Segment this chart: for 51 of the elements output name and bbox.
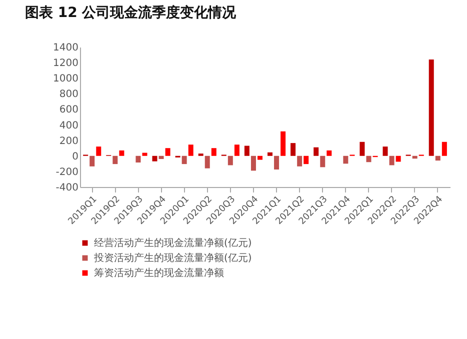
bar	[119, 150, 124, 156]
bar	[204, 156, 210, 168]
bar	[267, 152, 272, 156]
bar	[435, 156, 440, 161]
bar	[258, 156, 263, 160]
bar	[326, 150, 332, 156]
bar	[343, 156, 348, 164]
bar	[152, 156, 158, 162]
bar	[396, 156, 401, 162]
y-tick-label: 0	[72, 151, 78, 162]
y-tick-label: -200	[56, 166, 78, 178]
bar	[274, 156, 280, 170]
bar	[412, 156, 418, 159]
bar	[250, 156, 256, 171]
bar	[188, 144, 194, 156]
bar	[136, 156, 141, 162]
bar	[320, 156, 326, 168]
legend-label: 投资活动产生的现金流量净额(亿元)	[93, 252, 252, 264]
bar	[382, 146, 388, 156]
bar	[244, 146, 250, 156]
y-tick-label: 400	[59, 120, 78, 132]
bar	[366, 156, 372, 162]
bar	[234, 144, 240, 156]
bar	[442, 142, 447, 156]
bar	[165, 148, 170, 156]
bar	[112, 156, 118, 164]
y-tick-label: 1000	[53, 74, 78, 85]
y-tick-label: 600	[59, 104, 78, 116]
bar	[90, 156, 95, 166]
bar	[142, 152, 148, 156]
bar	[428, 59, 434, 156]
bar	[280, 131, 286, 156]
y-tick-label: 1400	[53, 42, 78, 54]
bar	[182, 156, 187, 164]
bar	[211, 148, 216, 156]
bar	[389, 156, 394, 166]
y-tick-label: 1200	[53, 58, 78, 70]
bar	[304, 156, 309, 164]
bar	[314, 147, 319, 156]
y-tick-label: 200	[59, 136, 78, 147]
y-tick-label: 800	[59, 89, 78, 100]
bar	[158, 156, 164, 159]
bar	[297, 156, 302, 166]
y-tick-label: -400	[56, 182, 78, 194]
bar	[290, 143, 296, 156]
bar	[96, 146, 102, 156]
bar	[228, 156, 233, 166]
bar	[360, 142, 365, 156]
chart-title: 图表 12 公司现金流季度变化情况	[25, 4, 238, 21]
legend-label: 经营活动产生的现金流量净额(亿元)	[94, 237, 252, 249]
legend-label: 筹资活动产生的现金流量净额	[94, 267, 224, 279]
